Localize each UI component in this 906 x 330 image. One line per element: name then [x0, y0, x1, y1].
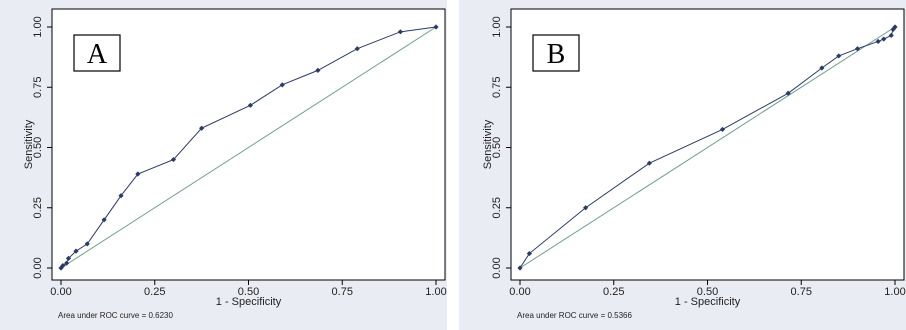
roc-point: [875, 38, 881, 45]
y-tick-label: 0.75: [32, 77, 44, 98]
roc-point: [64, 260, 70, 266]
y-tick-label: 0.00: [491, 257, 503, 278]
y-tick-label: 0.75: [491, 77, 503, 98]
roc-point: [84, 241, 90, 247]
roc-point: [854, 46, 861, 52]
y-tick-label: 1.00: [491, 16, 503, 37]
roc-chart-b: 0.00 0.25 0.50 0.75 1.00 0.00 0.25 0.50 0.75 1.00…: [459, 0, 906, 330]
panel-label: A: [87, 39, 108, 70]
auc-footnote: Area under ROC curve = 0.5366: [517, 311, 633, 320]
y-tick-label: 0.25: [491, 197, 503, 218]
reference-line: [60, 26, 437, 269]
roc-point: [888, 32, 894, 39]
roc-point: [583, 205, 589, 211]
auc-footnote: Area under ROC curve = 0.6230: [58, 311, 174, 320]
roc-panel-a: 0.00 0.25 0.50 0.75 1.00 0.00 0.25 0.50 0.75 1.00…: [0, 0, 447, 330]
panel-label: B: [547, 39, 566, 70]
roc-point: [433, 24, 439, 30]
x-tick-label: 0.50: [697, 286, 718, 298]
y-tick-label: 0.50: [491, 137, 503, 158]
x-tick-label: 0.00: [50, 286, 71, 298]
y-axis-title: Sensitivity: [482, 119, 494, 169]
y-tick-label: 0.25: [32, 197, 44, 218]
reference-line: [519, 26, 896, 269]
roc-point: [526, 250, 532, 257]
x-tick-label: 1.00: [425, 286, 446, 298]
roc-point: [135, 171, 141, 177]
x-tick-label: 0.25: [144, 286, 165, 298]
roc-chart-a: 0.00 0.25 0.50 0.75 1.00 0.00 0.25 0.50 0.75 1.00…: [0, 0, 447, 330]
roc-point: [785, 90, 791, 96]
roc-point: [836, 53, 842, 59]
x-tick-label: 0.75: [791, 286, 812, 298]
roc-panel-b: 0.00 0.25 0.50 0.75 1.00 0.00 0.25 0.50 0.75 1.00…: [459, 0, 906, 330]
roc-point: [719, 126, 726, 133]
roc-point: [819, 65, 825, 71]
roc-point: [646, 160, 652, 166]
panel-label-box: [532, 34, 580, 72]
roc-point: [279, 82, 285, 88]
roc-point: [101, 217, 107, 223]
roc-point: [65, 255, 72, 261]
y-tick-label: 0.00: [32, 257, 44, 278]
roc-point: [517, 265, 523, 271]
roc-point: [892, 24, 898, 30]
roc-point: [199, 125, 205, 131]
x-tick-label: 0.00: [509, 286, 530, 298]
x-axis-title: 1 - Specificity: [675, 296, 741, 308]
roc-point: [60, 262, 66, 269]
roc-point: [170, 156, 177, 163]
y-tick-label: 1.00: [32, 16, 44, 37]
y-tick-label: 0.50: [32, 137, 44, 158]
x-tick-label: 0.50: [238, 286, 259, 298]
roc-point: [881, 36, 887, 42]
panel-label-box: [73, 34, 121, 72]
roc-point: [315, 67, 321, 73]
roc-point: [118, 193, 124, 199]
x-tick-label: 0.25: [603, 286, 624, 298]
x-tick-label: 0.75: [332, 286, 353, 298]
roc-point: [73, 248, 79, 254]
roc-point: [397, 29, 403, 35]
x-tick-label: 1.00: [884, 286, 905, 298]
y-axis-title: Sensitivity: [23, 119, 35, 169]
roc-point: [354, 46, 360, 52]
x-axis-title: 1 - Specificity: [216, 296, 282, 308]
roc-point: [247, 102, 253, 108]
